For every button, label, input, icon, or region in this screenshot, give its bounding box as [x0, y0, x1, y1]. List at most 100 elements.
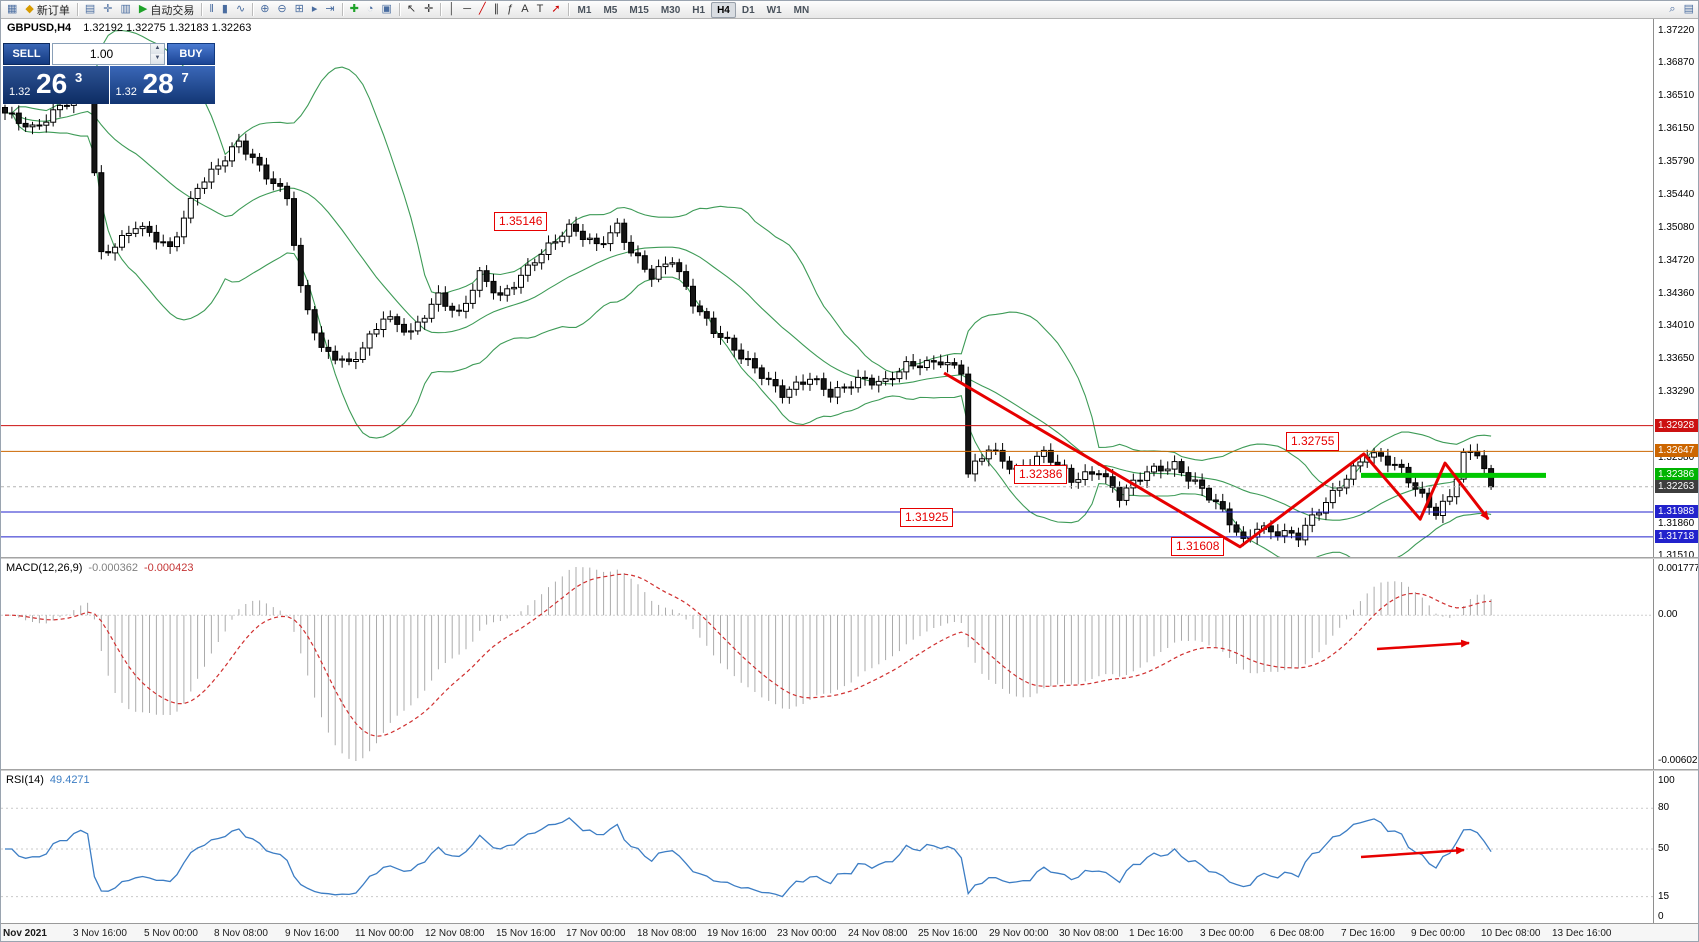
timeframe-m30-button[interactable]: M30 [660, 4, 681, 16]
symbol-ohlc: 1.32192 1.32275 1.32183 1.32263 [83, 22, 252, 34]
time-tick-label: 7 Dec 16:00 [1341, 928, 1395, 939]
price-tick-label: 1.37220 [1658, 25, 1695, 36]
timeframe-m1-button[interactable]: M1 [577, 4, 592, 16]
symbol-name: GBPUSD,H4 [7, 22, 72, 34]
timeframe-h1-button[interactable]: H1 [692, 4, 706, 16]
chart-area[interactable]: Nov 2021 3 Nov 16:00 5 Nov 00:00 8 Nov 08:0… [1, 19, 1699, 941]
time-tick-label: 3 Dec 00:00 [1200, 928, 1254, 939]
buy-price-display[interactable]: 1.32 28 7 [109, 66, 215, 104]
market-watch-button[interactable]: ▤ [81, 2, 99, 18]
rsi-axis-label: 80 [1658, 802, 1670, 813]
grid-button[interactable]: ⊞ [291, 2, 308, 18]
fibonacci-icon: ƒ [507, 3, 514, 15]
data-window-button[interactable]: ▤ [1680, 2, 1698, 18]
channel-button[interactable]: ∥ [490, 2, 504, 18]
rsi-value: 49.4271 [49, 774, 90, 786]
price-tick-label: 1.35080 [1658, 222, 1695, 233]
macd-axis-label: -0.00602 [1658, 755, 1698, 766]
new-order-button[interactable]: ◆ 新订单 [21, 2, 73, 18]
panel-divider[interactable] [1, 557, 1698, 559]
autotrading-button[interactable]: ▶ 自动交易 [135, 2, 198, 18]
vertical-line-button[interactable]: │ [444, 2, 459, 18]
volume-input[interactable] [53, 44, 150, 64]
cursor-button[interactable]: ↖ [403, 2, 420, 18]
time-tick-label: 25 Nov 16:00 [918, 928, 978, 939]
bollinger-bands [4, 29, 1492, 557]
crosshair-icon: ✛ [424, 3, 434, 15]
zoom-in-button[interactable]: ⊕ [256, 2, 273, 18]
periods-button[interactable]: ◔ [363, 2, 378, 18]
macd-name: MACD(12,26,9) [6, 562, 83, 574]
auto-scroll-icon: ▸ [311, 3, 318, 15]
rsi-name: RSI(14) [6, 774, 44, 786]
toolbar-separator [341, 3, 343, 16]
toolbar: ▦ ◆ 新订单 ▤ ✛ ▥ ▶ 自动交易 ‖ ▮ ∿ ⊕ ⊖ ⊞ ▸ ⇥ ✚ ◔ ▣ ↖ ✛ │ ─ ╱ ∥ ƒ A T ➚ M1 M5 M1… [1, 1, 1698, 19]
time-tick-label: 11 Nov 00:00 [355, 928, 414, 939]
price-axis: 1.37220 1.36870 1.36510 1.36150 1.35790 1.354… [1653, 19, 1699, 941]
price-tick-label: 1.35440 [1658, 189, 1695, 200]
timeframe-m15-button[interactable]: M15 [629, 4, 649, 16]
fibonacci-button[interactable]: ƒ [503, 2, 517, 18]
auto-scroll-button[interactable]: ▸ [308, 2, 322, 18]
chart-shift-button[interactable]: ⇥ [321, 2, 338, 18]
bar-chart-button[interactable]: ‖ [205, 2, 218, 18]
candlestick-button[interactable]: ▮ [218, 2, 232, 18]
search-icon: ⌕ [1669, 3, 1676, 15]
ohlc-bars-icon: ‖ [209, 3, 214, 15]
buy-button[interactable]: BUY [167, 43, 215, 65]
new-chart-button[interactable]: ▦ [3, 2, 21, 18]
line-chart-button[interactable]: ∿ [232, 2, 249, 18]
sell-price-display[interactable]: 1.32 26 3 [3, 66, 109, 104]
timeframe-w1-button[interactable]: W1 [766, 4, 782, 16]
toolbar-separator [398, 3, 400, 16]
templates-button[interactable]: ▣ [377, 2, 395, 18]
panel-divider[interactable] [1, 769, 1698, 771]
arrow-objects-icon: ➚ [551, 3, 561, 15]
sell-button[interactable]: SELL [3, 43, 50, 65]
time-tick-label: 9 Dec 00:00 [1411, 928, 1465, 939]
text-button[interactable]: A [517, 2, 532, 18]
data-window-icon: ▤ [1683, 3, 1694, 15]
timeframe-m5-button[interactable]: M5 [603, 4, 618, 16]
crosshair-button[interactable]: ✛ [420, 2, 437, 18]
horizontal-level-lines[interactable] [1, 425, 1653, 538]
arrow-objects-button[interactable]: ➚ [547, 2, 564, 18]
rsi-axis-label: 50 [1658, 843, 1670, 854]
price-annotation-label: 1.31925 [900, 508, 954, 527]
toolbar-separator [76, 3, 78, 16]
horizontal-line-button[interactable]: ─ [459, 2, 475, 18]
zoom-out-icon: ⊖ [277, 3, 287, 15]
timeframe-h4-button[interactable]: H4 [711, 1, 736, 18]
terminal-button[interactable]: ▥ [117, 2, 135, 18]
toolbar-separator [201, 3, 203, 16]
navigator-button[interactable]: ✛ [99, 2, 116, 18]
symbol-info: GBPUSD,H4 1.32192 1.32275 1.32183 1.32263 [7, 22, 251, 34]
market-watch-icon: ▤ [84, 3, 96, 15]
template-icon: ▣ [381, 3, 392, 15]
search-button[interactable]: ⌕ [1665, 2, 1679, 18]
volume-decrease-button[interactable]: ▼ [151, 54, 164, 64]
rsi-axis-label: 100 [1658, 775, 1675, 786]
buy-price-point: 7 [181, 70, 189, 85]
price-annotation-label: 1.35146 [494, 212, 548, 231]
indicators-button[interactable]: ✚ [346, 2, 363, 18]
new-order-icon: ◆ [25, 3, 34, 15]
timeframe-d1-button[interactable]: D1 [741, 4, 755, 16]
sell-price-point: 3 [75, 70, 83, 85]
line-chart-icon: ∿ [235, 3, 246, 15]
time-tick-label: 18 Nov 08:00 [637, 928, 697, 939]
macd-axis-label: 0.001777 [1658, 563, 1699, 574]
timeframe-mn-button[interactable]: MN [793, 4, 810, 16]
price-tick-label: 1.33650 [1658, 353, 1695, 364]
time-tick-label: 10 Dec 08:00 [1481, 928, 1541, 939]
rsi-axis-label: 15 [1658, 891, 1670, 902]
volume-increase-button[interactable]: ▲ [151, 44, 164, 54]
chart-shift-icon: ⇥ [325, 3, 335, 15]
zoom-out-button[interactable]: ⊖ [273, 2, 290, 18]
text-label-button[interactable]: T [533, 2, 548, 18]
trendline-button[interactable]: ╱ [475, 2, 490, 18]
buy-price-base: 1.32 [115, 86, 137, 98]
toolbar-separator [567, 3, 569, 16]
vertical-line-icon: │ [448, 3, 456, 15]
